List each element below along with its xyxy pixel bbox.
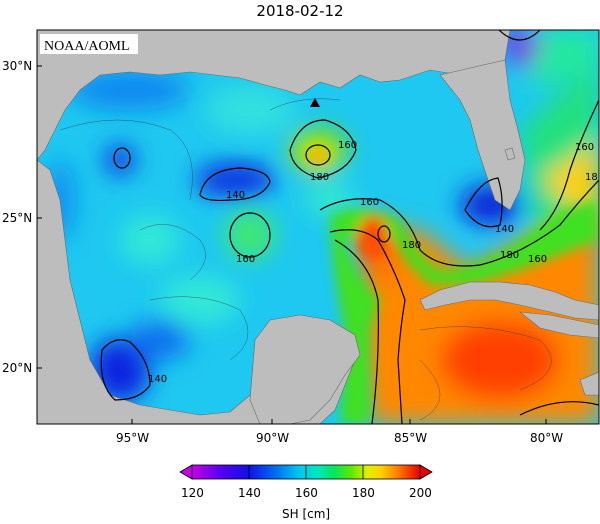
contour-label: 180 <box>585 172 600 183</box>
colorbar-tick-label: 140 <box>238 486 261 500</box>
lon-tick-label: 80°W <box>530 431 563 445</box>
thin-contours <box>59 98 552 421</box>
contour-label: 160 <box>575 142 594 153</box>
credit-text: NOAA/AOML <box>44 39 130 54</box>
colorbar-low-arrow-icon <box>179 464 193 480</box>
colorbar-high-arrow-icon <box>419 464 433 480</box>
contour-label: 180 <box>310 172 329 183</box>
map-frame <box>36 29 600 425</box>
contour-label: 140 <box>226 190 245 201</box>
axis-ticks <box>37 65 547 424</box>
contour-lines <box>100 30 599 424</box>
lat-tick-label: 20°N <box>2 361 32 375</box>
colorbar-tick-label: 180 <box>352 486 375 500</box>
lon-tick-label: 85°W <box>394 431 427 445</box>
credit-box <box>40 34 138 54</box>
contour-labels: 140 140 160 160 180 160 180 160 180 160 … <box>148 140 600 385</box>
lon-tick-label: 90°W <box>256 431 289 445</box>
colorbar-tick-label: 200 <box>409 486 432 500</box>
map-field: 140 140 160 160 180 160 180 160 180 160 … <box>37 30 600 424</box>
triangle-marker-icon <box>310 98 320 107</box>
land <box>37 30 599 424</box>
lat-tick-label: 25°N <box>2 211 32 225</box>
map-title: 2018-02-12 <box>256 2 344 20</box>
colorbar-title: SH [cm] <box>282 507 330 521</box>
lat-tick-label: 30°N <box>2 59 32 73</box>
contour-label: 160 <box>528 254 547 265</box>
colorbar-tick-label: 160 <box>295 486 318 500</box>
lon-tick-label: 95°W <box>116 431 149 445</box>
contour-label: 160 <box>338 140 357 151</box>
contour-label: 180 <box>402 240 421 251</box>
colorbar-tick-label: 120 <box>181 486 204 500</box>
contour-label: 180 <box>500 250 519 261</box>
contour-label: 140 <box>495 224 514 235</box>
colorbar: 120 140 160 180 200 SH [cm] <box>179 464 433 521</box>
contour-label: 160 <box>360 197 379 208</box>
contour-label: 160 <box>236 254 255 265</box>
contour-label: 140 <box>148 374 167 385</box>
